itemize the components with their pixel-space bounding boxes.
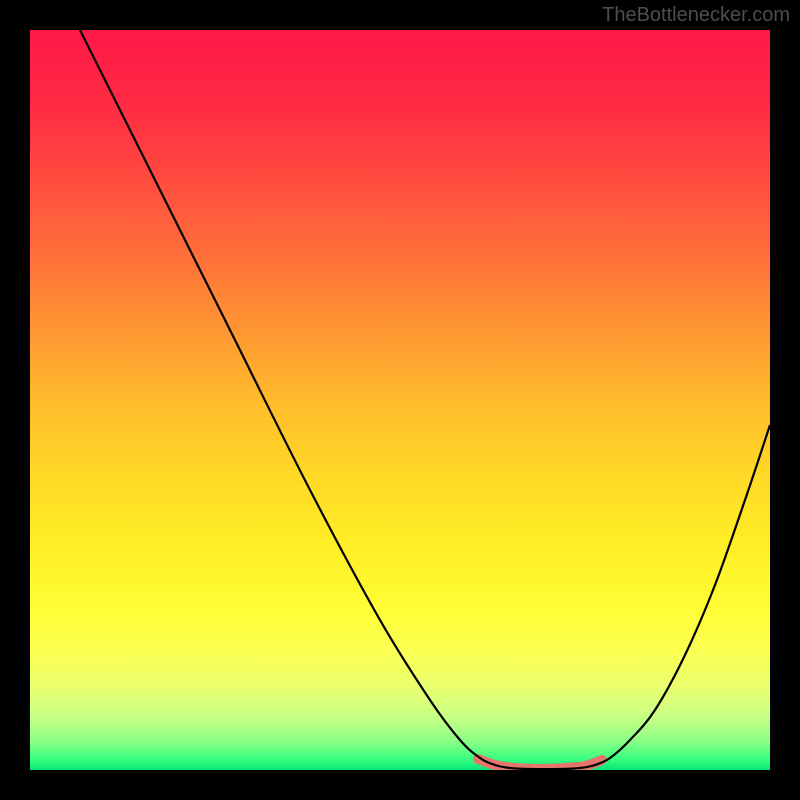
bottleneck-curve [80, 30, 770, 769]
watermark-text: TheBottlenecker.com [602, 4, 790, 27]
chart-container: TheBottlenecker.com [0, 0, 800, 800]
plot-area [30, 30, 770, 770]
curve-layer [30, 30, 770, 770]
